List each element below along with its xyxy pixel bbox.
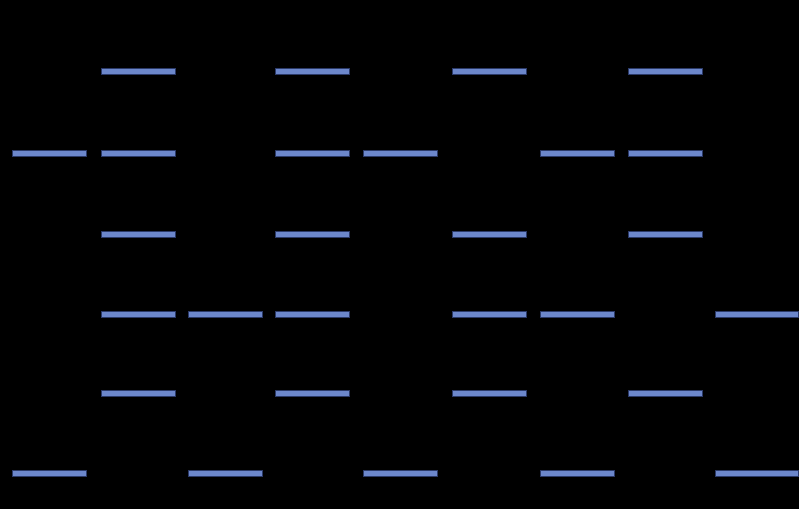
segment-marker (101, 311, 176, 318)
segment-marker (12, 150, 87, 157)
segment-marker (540, 311, 615, 318)
segment-marker (715, 311, 799, 318)
segment-marker (363, 150, 438, 157)
segment-marker (188, 311, 263, 318)
segment-marker (188, 470, 263, 477)
segment-marker (101, 390, 176, 397)
segment-marker (715, 470, 799, 477)
segment-marker (628, 68, 703, 75)
segment-marker (452, 68, 527, 75)
segment-marker (540, 470, 615, 477)
segment-marker (275, 311, 350, 318)
segment-marker (452, 311, 527, 318)
segment-marker (101, 231, 176, 238)
segment-marker (275, 390, 350, 397)
segment-marker (275, 68, 350, 75)
segment-marker (12, 470, 87, 477)
segment-marker (101, 68, 176, 75)
segment-marker (275, 150, 350, 157)
segment-marker (628, 390, 703, 397)
segment-marker (628, 150, 703, 157)
segment-marker (452, 390, 527, 397)
segment-marker (275, 231, 350, 238)
segment-marker (363, 470, 438, 477)
segment-marker (540, 150, 615, 157)
segment-marker (101, 150, 176, 157)
segment-marker (628, 231, 703, 238)
segment-marker (452, 231, 527, 238)
